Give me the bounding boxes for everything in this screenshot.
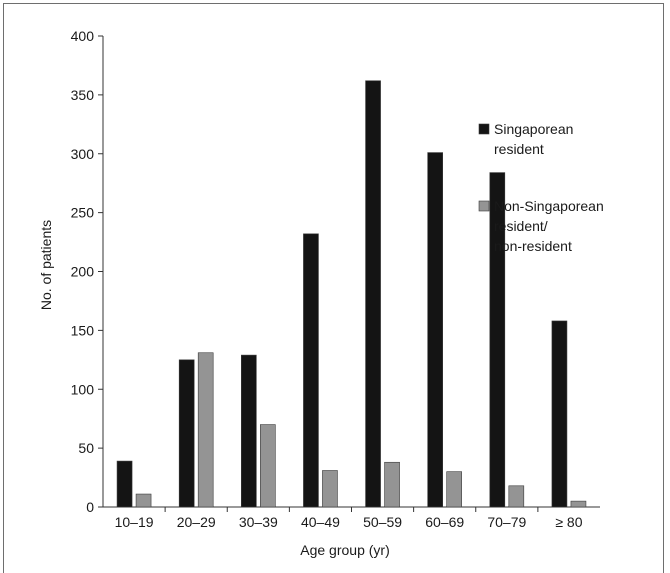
bar-non-singaporean <box>446 471 462 508</box>
bar-singaporean-resident <box>303 233 319 508</box>
bar-non-singaporean <box>135 493 152 508</box>
bar-non-singaporean <box>260 424 276 508</box>
bar-singaporean-resident <box>551 320 568 508</box>
legend-label: Singaporean <box>494 121 573 137</box>
legend-label: resident/ <box>494 218 548 234</box>
chart-frame <box>3 3 664 573</box>
legend-label: Non-Singaporean <box>494 198 604 214</box>
y-axis-title: No. of patients <box>38 220 54 310</box>
bar-singaporean-resident <box>241 354 257 508</box>
bar-singaporean-resident <box>365 80 381 508</box>
x-tick-label: 20–29 <box>177 514 216 530</box>
legend-label: resident <box>494 141 544 157</box>
x-tick-label: 40–49 <box>301 514 340 530</box>
bar-non-singaporean <box>384 461 400 508</box>
y-tick-label: 150 <box>71 322 95 338</box>
bar-singaporean-resident <box>178 359 195 508</box>
bar-non-singaporean <box>197 352 214 508</box>
x-tick-label: 70–79 <box>487 514 526 530</box>
x-tick-label: 10–19 <box>115 514 154 530</box>
bar-singaporean-resident <box>489 172 506 508</box>
bars <box>116 80 587 508</box>
y-tick-label: 50 <box>78 440 94 456</box>
y-tick-label: 100 <box>71 381 95 397</box>
axes <box>102 36 600 508</box>
bar-non-singaporean <box>322 470 338 508</box>
legend: Singaporean resident Non-Singaporean reside… <box>478 121 604 254</box>
y-tick-label: 300 <box>71 146 95 162</box>
y-tick-label: 250 <box>71 205 95 221</box>
y-axis-ticks: 0 50 100 150 200 250 300 350 400 <box>71 28 103 515</box>
bar-non-singaporean <box>570 500 587 508</box>
x-axis-ticks: 10–19 20–29 30–39 40–49 50–59 60–69 70–79 ≥ 80 <box>115 507 583 530</box>
x-tick-label: ≥ 80 <box>555 514 582 530</box>
y-tick-label: 200 <box>71 264 95 280</box>
legend-label: non-resident <box>494 238 572 254</box>
y-tick-label: 350 <box>71 87 95 103</box>
legend-swatch <box>478 123 490 135</box>
bar-non-singaporean <box>508 485 525 508</box>
bar-singaporean-resident <box>116 460 133 508</box>
y-tick-label: 400 <box>71 28 95 44</box>
x-axis-title: Age group (yr) <box>300 542 389 558</box>
bar-singaporean-resident <box>427 152 443 508</box>
x-tick-label: 30–39 <box>239 514 278 530</box>
x-tick-label: 50–59 <box>363 514 402 530</box>
legend-swatch <box>478 200 490 212</box>
y-tick-label: 0 <box>86 499 94 515</box>
x-tick-label: 60–69 <box>425 514 464 530</box>
